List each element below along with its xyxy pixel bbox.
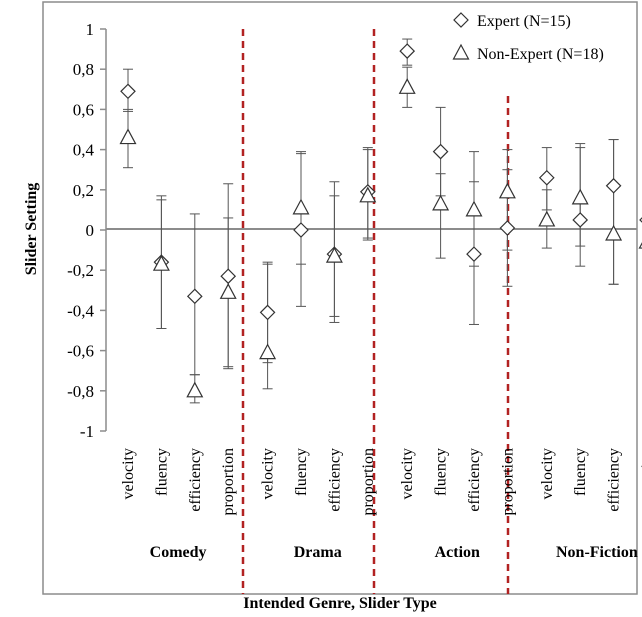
x-category-label: proportion — [360, 448, 377, 516]
x-category-label: velocity — [399, 448, 416, 500]
y-axis-label: Slider Setting — [23, 183, 40, 276]
data-markers — [121, 44, 642, 397]
y-tick-label: 0,4 — [73, 141, 95, 160]
expert-point — [400, 44, 414, 58]
legend-diamond-marker — [454, 13, 468, 27]
x-category-label: fluency — [433, 448, 450, 496]
non-expert-point — [294, 200, 309, 214]
legend-label: Non-Expert (N=18) — [477, 46, 604, 63]
x-category-label: proportion — [499, 448, 516, 516]
expert-point — [221, 269, 235, 283]
non-expert-point — [121, 130, 136, 144]
legend: Expert (N=15) Non-Expert (N=18) — [454, 13, 604, 63]
x-category-labels: velocity fluency efficiency proportion veloc… — [120, 448, 642, 516]
group-label: Action — [435, 544, 480, 561]
non-expert-point — [573, 190, 588, 204]
expert-point — [261, 305, 275, 319]
y-ticks: 1 0,8 0,6 0,4 0,2 0 -0,2 -0,4 -0,6 -0,8 -1 — [67, 20, 106, 441]
non-expert-point — [187, 383, 202, 397]
expert-point — [121, 84, 135, 98]
y-tick-label: -1 — [80, 422, 94, 441]
group-label: Comedy — [150, 544, 207, 561]
x-category-label: fluency — [293, 448, 310, 496]
x-category-label: proportion — [220, 448, 237, 516]
expert-point — [540, 171, 554, 185]
y-tick-label: 0 — [86, 221, 95, 240]
y-tick-label: 0,8 — [73, 60, 94, 79]
non-expert-point — [467, 202, 482, 216]
x-category-label: fluency — [572, 448, 589, 496]
x-category-label: efficiency — [326, 448, 343, 512]
x-category-label: velocity — [539, 448, 556, 500]
x-category-label: efficiency — [187, 448, 204, 512]
y-tick-label: -0,6 — [67, 342, 94, 361]
group-label: Non-Fiction — [556, 544, 638, 561]
x-category-label: velocity — [120, 448, 137, 500]
y-tick-label: -0,4 — [67, 301, 94, 320]
non-expert-point — [433, 196, 448, 210]
group-label: Drama — [294, 544, 342, 561]
expert-point — [434, 145, 448, 159]
y-tick-label: -0,8 — [67, 382, 94, 401]
non-expert-point — [400, 79, 415, 93]
group-labels: Comedy Drama Action Non-Fiction — [150, 544, 638, 561]
y-tick-label: 0,2 — [73, 181, 94, 200]
x-category-label: efficiency — [606, 448, 623, 512]
y-tick-label: -0,2 — [67, 261, 94, 280]
x-category-label: velocity — [260, 448, 277, 500]
error-bars — [123, 39, 642, 403]
non-expert-point — [221, 284, 236, 298]
x-category-label: fluency — [153, 448, 170, 496]
expert-point — [573, 213, 587, 227]
legend-triangle-marker — [454, 45, 469, 59]
y-tick-label: 1 — [86, 20, 95, 39]
expert-point — [500, 221, 514, 235]
non-expert-point — [500, 184, 515, 198]
legend-label: Expert (N=15) — [477, 13, 571, 30]
x-axis-label: Intended Genre, Slider Type — [243, 595, 437, 612]
non-expert-point — [539, 212, 554, 226]
expert-point — [607, 179, 621, 193]
expert-point — [188, 289, 202, 303]
x-category-label: efficiency — [466, 448, 483, 512]
non-expert-point — [260, 345, 275, 359]
expert-point — [294, 223, 308, 237]
expert-point — [467, 247, 481, 261]
y-tick-label: 0,6 — [73, 100, 94, 119]
